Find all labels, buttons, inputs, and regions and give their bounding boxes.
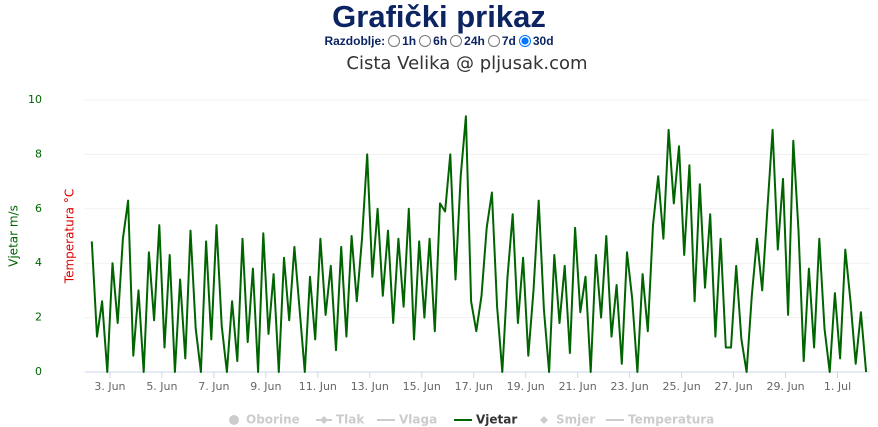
legend-label: Vlaga <box>399 413 437 427</box>
period-radio[interactable] <box>518 35 531 47</box>
y-tick-label: 0 <box>35 365 42 378</box>
y2-axis-label: Temperatura °C <box>63 189 77 284</box>
y-axis-label: Vjetar m/s <box>7 205 21 267</box>
period-option[interactable]: 7d <box>501 34 516 48</box>
page-title: Grafički prikaz <box>332 0 546 34</box>
period-option[interactable]: 24h <box>464 34 485 48</box>
x-tick-label: 11. Jun <box>299 380 337 393</box>
x-tick-label: 1. Jul <box>824 380 851 393</box>
y-tick-label: 8 <box>35 147 42 160</box>
y-tick-label: 6 <box>35 202 42 215</box>
legend-label: Vjetar <box>476 413 517 427</box>
period-radio[interactable] <box>388 35 401 47</box>
x-tick-label: 19. Jun <box>507 380 545 393</box>
chart-title: Cista Velika @ pljusak.com <box>346 53 587 74</box>
legend-label: Temperatura <box>628 413 714 427</box>
wind-line <box>90 115 868 373</box>
x-tick-label: 17. Jun <box>455 380 493 393</box>
x-tick-label: 23. Jun <box>611 380 649 393</box>
x-tick-label: 25. Jun <box>663 380 701 393</box>
period-radio[interactable] <box>487 35 500 47</box>
legend-symbol <box>229 415 239 425</box>
x-tick-label: 3. Jun <box>94 380 125 393</box>
x-tick-label: 5. Jun <box>146 380 177 393</box>
x-tick-label: 27. Jun <box>714 380 752 393</box>
x-tick-label: 29. Jun <box>766 380 804 393</box>
header: Grafički prikaz Razdoblje: 1h 6h 24h 7d 30d <box>0 0 878 48</box>
y-tick-label: 4 <box>35 256 42 269</box>
period-option[interactable]: 1h <box>402 34 417 48</box>
x-tick-label: 13. Jun <box>351 380 389 393</box>
period-radio[interactable] <box>450 35 463 47</box>
period-label: Razdoblje: <box>324 34 386 48</box>
legend-label: Smjer <box>556 413 595 427</box>
legend-symbol <box>320 416 328 424</box>
period-selector: Razdoblje: 1h 6h 24h 7d 30d <box>0 34 878 48</box>
x-tick-label: 9. Jun <box>250 380 281 393</box>
y-tick-label: 2 <box>35 311 42 324</box>
legend-symbol <box>540 416 548 424</box>
x-tick-label: 15. Jun <box>403 380 441 393</box>
period-option[interactable]: 30d <box>532 34 554 48</box>
period-option[interactable]: 6h <box>433 34 448 48</box>
period-radio[interactable] <box>419 35 432 47</box>
x-tick-label: 7. Jun <box>198 380 229 393</box>
x-tick-label: 21. Jun <box>559 380 597 393</box>
legend-label: Oborine <box>246 413 300 427</box>
y-tick-label: 10 <box>28 93 42 106</box>
legend-label: Tlak <box>336 413 365 427</box>
